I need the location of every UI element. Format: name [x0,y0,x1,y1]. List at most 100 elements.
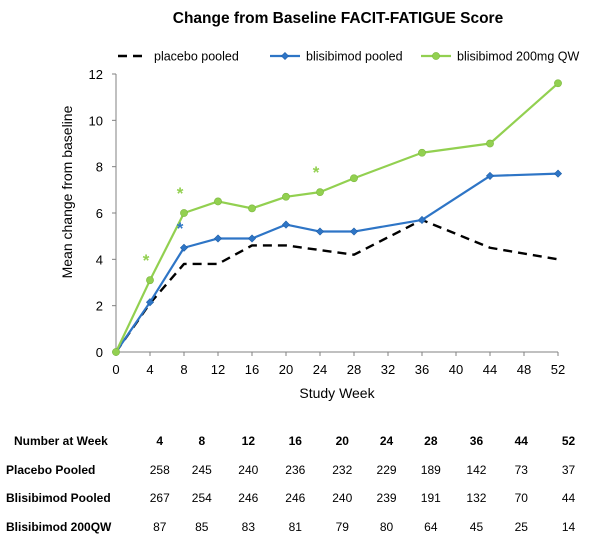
y-tick-label: 0 [96,345,103,360]
data-point [179,243,189,252]
x-tick-label: 44 [483,362,497,377]
x-tick-label: 40 [449,362,463,377]
data-point [316,188,324,197]
y-tick-label: 6 [96,206,103,221]
series-blisibimod-pooled [111,169,563,357]
data-point [146,276,154,285]
legend-item: blisibimod pooled [270,50,403,64]
x-tick-label: 16 [245,362,259,377]
count-cell: 254 [191,491,212,506]
count-cell: 258 [149,462,170,477]
data-point [486,139,494,148]
count-cell: 132 [466,491,487,506]
significance-asterisk: * [143,251,150,270]
week-header-cell: 16 [288,434,302,449]
count-cell: 37 [561,462,576,477]
x-tick-label: 28 [347,362,361,377]
data-point [485,171,495,180]
count-cell: 83 [241,519,255,534]
count-cell: 142 [466,462,487,477]
series-placebo-pooled [115,218,559,353]
x-axis-label: Study Week [299,385,375,401]
data-point [214,197,222,206]
data-point [145,298,155,307]
significance-asterisk: * [177,219,184,238]
row-label: Number at Week [14,434,108,449]
data-point [349,227,359,236]
row-label: Blisibimod Pooled [6,491,111,506]
count-cell: 85 [195,519,209,534]
count-cell: 246 [238,491,259,506]
series-blisibimod-200mg-qw [112,79,562,356]
x-tick-label: 12 [211,362,225,377]
week-header-cell: 12 [241,434,255,449]
data-point [281,220,291,229]
legend-marker [280,51,290,61]
x-tick-label: 8 [180,362,187,377]
significance-asterisk: * [313,163,320,182]
legend: placebo pooled blisibimod pooled blisibimo… [118,50,579,64]
series-line [115,82,559,353]
legend-item: blisibimod 200mg QW [421,50,579,64]
data-point [553,169,563,178]
x-tick-label: 0 [112,362,119,377]
y-tick-label: 4 [96,252,103,267]
y-tick-label: 8 [96,160,103,175]
count-cell: 79 [335,519,349,534]
count-cell: 70 [514,491,528,506]
data-point [247,234,257,243]
number-at-risk-table: Number at Week 4 8 12 16 20 24 28 36 44 52 Placebo … [0,427,594,541]
x-tick-label: 52 [551,362,565,377]
data-point [554,79,562,88]
data-point [418,148,426,157]
count-cell: 246 [285,491,306,506]
data-point [248,204,256,213]
week-header-cell: 20 [335,434,349,449]
count-cell: 240 [238,462,259,477]
y-tick-label: 10 [89,113,103,128]
count-cell: 80 [379,519,394,534]
x-tick-label: 20 [279,362,293,377]
week-header-cell: 52 [561,434,576,449]
count-cell: 25 [514,519,528,534]
count-cell: 64 [424,519,438,534]
count-cell: 239 [376,491,397,506]
series-line [115,218,559,353]
legend-item: placebo pooled [118,50,239,64]
week-header-cell: 44 [514,434,528,449]
count-cell: 232 [332,462,353,477]
row-label: Placebo Pooled [6,462,96,477]
y-tick-label: 12 [89,67,103,82]
count-cell: 45 [469,519,484,534]
count-cell: 189 [420,462,441,477]
row-label: Blisibimod 200QW [6,519,112,534]
table-row: Placebo Pooled 258 245 240 236 232 229 189 142 73… [0,456,594,485]
count-cell: 44 [561,491,576,506]
data-point [350,174,358,183]
week-header-cell: 24 [379,434,394,449]
table-header-row: Number at Week 4 8 12 16 20 24 28 36 44 52 [0,427,594,456]
count-cell: 87 [153,519,167,534]
count-cell: 229 [376,462,397,477]
line-chart: Change from Baseline FACIT-FATIGUE Score… [59,10,579,401]
table-row: Blisibimod Pooled 267 254 246 246 240 239 191 13… [0,484,594,513]
week-header-cell: 28 [424,434,438,449]
x-tick-label: 24 [313,362,327,377]
count-cell: 73 [514,462,528,477]
data-point [112,348,120,356]
table-row: Blisibimod 200QW 87 85 83 81 79 80 64 45 25 14 [0,513,594,541]
count-cell: 267 [149,491,170,506]
count-cell: 14 [561,519,576,534]
x-tick-label: 32 [381,362,395,377]
legend-label: placebo pooled [154,50,239,64]
count-cell: 245 [191,462,212,477]
x-tick-label: 36 [415,362,429,377]
legend-label: blisibimod pooled [306,50,403,64]
chart-title: Change from Baseline FACIT-FATIGUE Score [173,10,504,27]
count-cell: 240 [332,491,353,506]
significance-asterisk: * [177,184,184,203]
count-cell: 236 [285,462,306,477]
y-tick-label: 2 [96,299,103,314]
week-header-cell: 4 [156,434,164,449]
